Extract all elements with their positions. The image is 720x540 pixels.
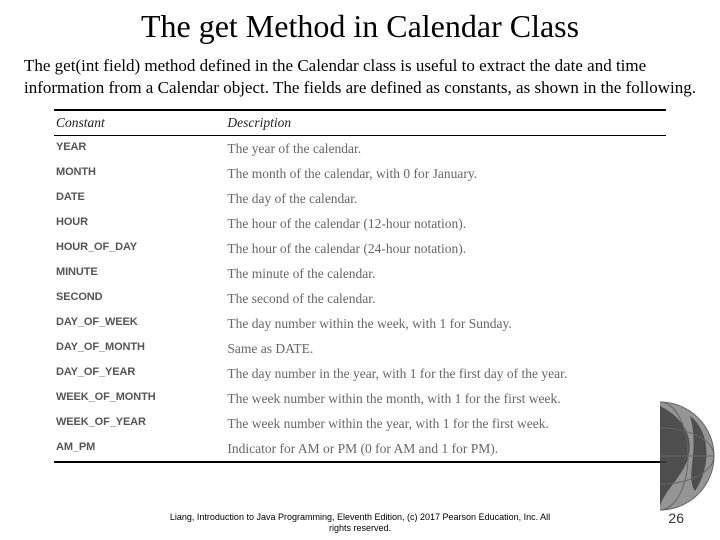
constants-table-wrap: Constant Description YEARThe year of the…	[54, 109, 666, 463]
constant-cell: DATE	[54, 186, 225, 211]
constant-cell: DAY_OF_MONTH	[54, 336, 225, 361]
description-cell: The year of the calendar.	[225, 136, 666, 162]
constant-cell: DAY_OF_YEAR	[54, 361, 225, 386]
table-row: WEEK_OF_YEARThe week number within the y…	[54, 411, 666, 436]
table-row: WEEK_OF_MONTHThe week number within the …	[54, 386, 666, 411]
table-row: YEARThe year of the calendar.	[54, 136, 666, 162]
table-row: DATEThe day of the calendar.	[54, 186, 666, 211]
description-cell: The hour of the calendar (24-hour notati…	[225, 236, 666, 261]
table-row: DAY_OF_MONTHSame as DATE.	[54, 336, 666, 361]
table-row: HOUR_OF_DAYThe hour of the calendar (24-…	[54, 236, 666, 261]
table-row: HOURThe hour of the calendar (12-hour no…	[54, 211, 666, 236]
constant-cell: MINUTE	[54, 261, 225, 286]
col-description: Description	[225, 110, 666, 136]
intro-paragraph: The get(int field) method defined in the…	[24, 55, 696, 99]
description-cell: The day of the calendar.	[225, 186, 666, 211]
description-cell: The day number in the year, with 1 for t…	[225, 361, 666, 386]
constant-cell: DAY_OF_WEEK	[54, 311, 225, 336]
footer-line-2: rights reserved.	[329, 523, 391, 533]
table-row: AM_PMIndicator for AM or PM (0 for AM an…	[54, 436, 666, 462]
constant-cell: YEAR	[54, 136, 225, 162]
constant-cell: SECOND	[54, 286, 225, 311]
table-row: SECONDThe second of the calendar.	[54, 286, 666, 311]
description-cell: The minute of the calendar.	[225, 261, 666, 286]
description-cell: Same as DATE.	[225, 336, 666, 361]
footer-line-1: Liang, Introduction to Java Programming,…	[170, 512, 550, 522]
globe-icon	[600, 396, 720, 516]
description-cell: The day number within the week, with 1 f…	[225, 311, 666, 336]
constant-cell: HOUR	[54, 211, 225, 236]
constant-cell: WEEK_OF_YEAR	[54, 411, 225, 436]
constant-cell: HOUR_OF_DAY	[54, 236, 225, 261]
slide-title: The get Method in Calendar Class	[24, 8, 696, 45]
constant-cell: WEEK_OF_MONTH	[54, 386, 225, 411]
col-constant: Constant	[54, 110, 225, 136]
constant-cell: AM_PM	[54, 436, 225, 462]
constants-table: Constant Description YEARThe year of the…	[54, 109, 666, 463]
table-row: DAY_OF_WEEKThe day number within the wee…	[54, 311, 666, 336]
table-row: DAY_OF_YEARThe day number in the year, w…	[54, 361, 666, 386]
table-row: MONTHThe month of the calendar, with 0 f…	[54, 161, 666, 186]
table-row: MINUTEThe minute of the calendar.	[54, 261, 666, 286]
footer-copyright: Liang, Introduction to Java Programming,…	[0, 512, 720, 534]
description-cell: The second of the calendar.	[225, 286, 666, 311]
description-cell: The month of the calendar, with 0 for Ja…	[225, 161, 666, 186]
constant-cell: MONTH	[54, 161, 225, 186]
description-cell: The hour of the calendar (12-hour notati…	[225, 211, 666, 236]
